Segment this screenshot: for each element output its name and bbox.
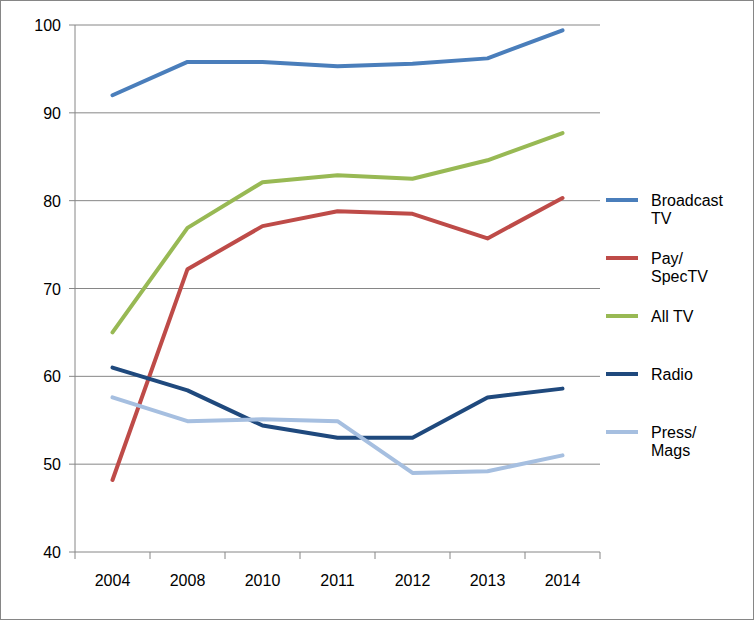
x-tick-label: 2010: [245, 572, 281, 589]
plot-area: [113, 30, 563, 480]
series-line: [113, 397, 563, 473]
x-tick: [150, 552, 151, 559]
legend-label-line: Radio: [651, 366, 693, 383]
legend-label-line: Pay/: [651, 250, 684, 267]
legend-label-line: TV: [651, 210, 672, 227]
legend-swatch: [606, 198, 638, 202]
x-tick: [525, 552, 526, 559]
y-tick: [69, 25, 75, 26]
x-tick: [450, 552, 451, 559]
grid-line: [75, 376, 600, 377]
x-tick: [75, 552, 76, 559]
y-tick-label: 50: [43, 456, 61, 473]
y-tick: [69, 288, 75, 289]
legend-swatch: [606, 256, 638, 260]
x-axis: [75, 552, 600, 553]
x-tick: [225, 552, 226, 559]
y-tick: [69, 464, 75, 465]
y-axis: [75, 25, 76, 552]
y-tick-label: 90: [43, 105, 61, 122]
grid-line: [75, 112, 600, 113]
x-tick-label: 2004: [95, 572, 131, 589]
legend-swatch: [606, 314, 638, 318]
x-tick: [375, 552, 376, 559]
legend-label-line: Broadcast: [651, 192, 724, 209]
x-tick: [300, 552, 301, 559]
legend-swatch: [606, 372, 638, 376]
y-tick-label: 80: [43, 193, 61, 210]
y-tick-label: 40: [43, 544, 61, 561]
y-tick: [69, 376, 75, 377]
grid-line: [75, 25, 600, 26]
y-tick: [69, 552, 75, 553]
x-tick: [600, 552, 601, 559]
chart: 40 50 60 70 80 90 100 2004 2008 2010 2011 2012 2013 2…: [0, 0, 754, 620]
grid-line: [75, 288, 600, 289]
x-tick-label: 2008: [170, 572, 206, 589]
legend-label-line: Press/: [651, 424, 697, 441]
legend-swatch: [606, 430, 638, 434]
y-tick-label: 100: [34, 17, 61, 34]
x-tick-label: 2013: [470, 572, 506, 589]
legend-label: BroadcastTV: [651, 192, 724, 227]
legend-label-line: Mags: [651, 442, 690, 459]
legend-label-line: SpecTV: [651, 268, 708, 285]
legend-label-line: All TV: [651, 308, 694, 325]
x-tick-label: 2012: [395, 572, 431, 589]
legend-label: Radio: [651, 366, 693, 383]
x-tick-label: 2014: [545, 572, 581, 589]
y-tick: [69, 112, 75, 113]
series-line: [113, 133, 563, 332]
legend-label: Pay/SpecTV: [651, 250, 708, 285]
legend-label: All TV: [651, 308, 694, 325]
series-line: [113, 368, 563, 438]
y-tick-label: 70: [43, 281, 61, 298]
y-tick-label: 60: [43, 368, 61, 385]
y-tick: [69, 200, 75, 201]
grid-line: [75, 200, 600, 201]
x-tick-label: 2011: [320, 572, 355, 589]
chart-border: [1, 1, 754, 620]
series-line: [113, 30, 563, 95]
legend-label: Press/Mags: [651, 424, 697, 459]
